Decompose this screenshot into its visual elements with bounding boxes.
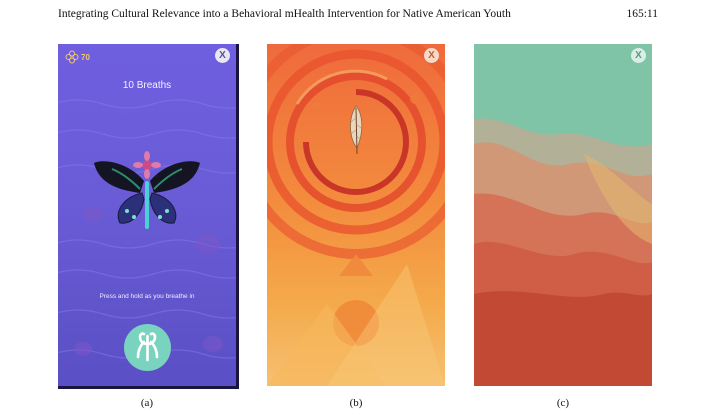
panel-c-landscape-artwork [474,44,652,386]
panel-b-feather-screen: X [267,44,445,386]
butterfly-icon [94,151,200,229]
panel-a-breathing-screen: 70 X 10 Breaths Press and hold as you br… [58,44,239,389]
caption-b: (b) [349,397,363,409]
panel-a-background-texture [58,99,236,359]
caption-c: (c) [556,397,570,409]
score-flower-icon [65,50,79,64]
close-button[interactable]: X [631,48,646,63]
breath-hold-button[interactable] [124,324,171,371]
close-button[interactable]: X [215,48,230,63]
page-header: Integrating Cultural Relevance into a Be… [58,8,658,26]
score-value: 70 [81,53,90,62]
close-button[interactable]: X [424,48,439,63]
panel-b-artwork [267,44,445,386]
feather-icon [350,105,363,155]
caption-a: (a) [140,397,154,409]
breathing-instruction: Press and hold as you breathe in [99,293,195,300]
panel-c-landscape-screen: X [474,44,652,386]
page-reference: 165:11 [626,8,658,20]
exercise-title: 10 Breaths [122,80,172,91]
lungs-icon [136,332,159,362]
running-title: Integrating Cultural Relevance into a Be… [58,8,511,20]
flower-icon [133,151,161,179]
